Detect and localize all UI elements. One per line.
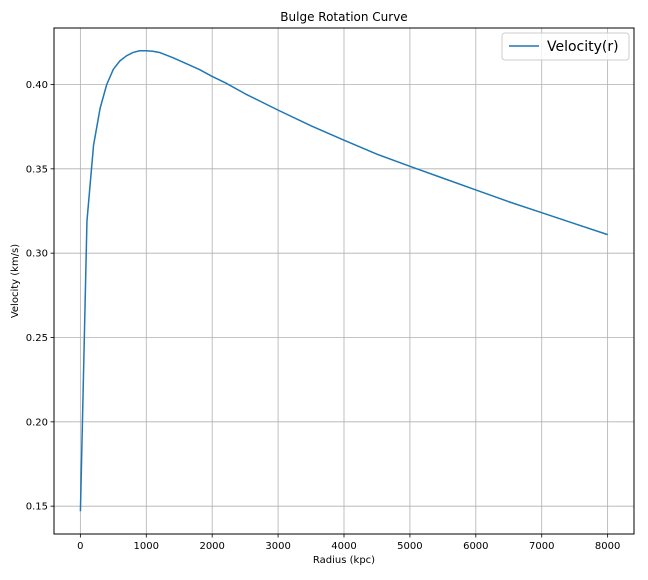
y-tick-label: 0.35 <box>26 164 48 175</box>
tick-layer: 0 1000 2000 3000 4000 5000 6000 7000 8000 0.15 0.2… <box>26 80 621 552</box>
y-tick-label: 0.30 <box>26 249 48 260</box>
legend-box <box>501 32 630 61</box>
y-axis-label: Velocity (km/s) <box>10 244 21 318</box>
y-tick-label: 0.15 <box>26 502 48 513</box>
y-tick-label: 0.25 <box>26 333 48 344</box>
legend: Velocity(r) <box>501 32 630 61</box>
series-line-velocity <box>79 50 608 512</box>
legend-label-velocity: Velocity(r) <box>547 39 619 55</box>
x-tick-label: 5000 <box>397 541 422 552</box>
x-tick-label: 4000 <box>331 541 356 552</box>
series-layer <box>79 50 608 512</box>
x-tick-label: 1000 <box>134 541 159 552</box>
x-tick-label: 7000 <box>529 541 554 552</box>
chart-title: Bulge Rotation Curve <box>280 10 407 24</box>
y-tick-label: 0.40 <box>26 80 48 91</box>
x-tick-label: 2000 <box>199 541 224 552</box>
x-tick-label: 0 <box>77 541 83 552</box>
y-tick-label: 0.20 <box>26 417 48 428</box>
x-tick-label: 8000 <box>595 541 620 552</box>
x-tick-label: 6000 <box>463 541 488 552</box>
x-axis-label: Radius (kpc) <box>313 555 375 566</box>
grid-layer <box>54 28 634 534</box>
x-tick-label: 3000 <box>265 541 290 552</box>
